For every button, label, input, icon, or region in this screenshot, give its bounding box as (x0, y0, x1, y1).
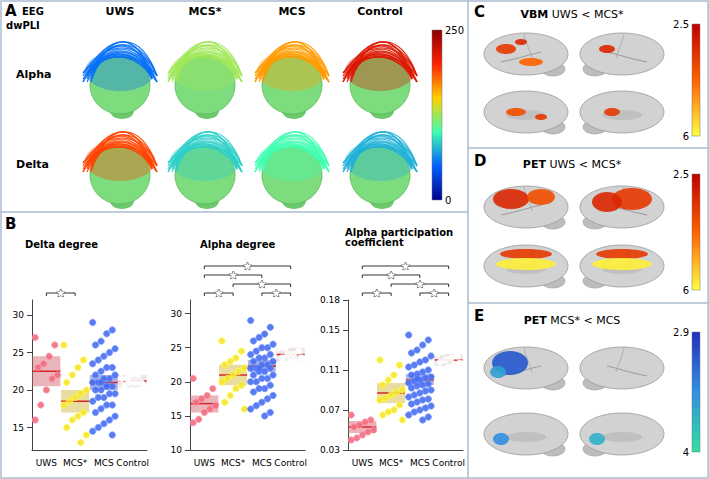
svg-text:★: ★ (429, 287, 439, 300)
svg-text:★: ★ (56, 287, 66, 300)
svg-text:C: C (474, 3, 485, 21)
svg-text:0.11: 0.11 (320, 365, 340, 375)
svg-text:UWS: UWS (352, 458, 373, 468)
svg-text:A: A (5, 2, 17, 20)
svg-text:PET: PET (524, 314, 548, 327)
svg-text:2.9: 2.9 (673, 327, 689, 338)
svg-text:15: 15 (171, 411, 182, 421)
svg-text:25: 25 (13, 348, 24, 358)
svg-text:★: ★ (243, 260, 253, 273)
svg-text:MCS*: MCS* (189, 5, 222, 18)
svg-text:UWS: UWS (36, 458, 57, 468)
svg-text:MCS*: MCS* (379, 458, 404, 468)
svg-text:4: 4 (683, 447, 689, 458)
svg-text:25: 25 (171, 343, 182, 353)
svg-text:dwPLI: dwPLI (6, 20, 40, 31)
svg-text:E: E (474, 307, 484, 325)
svg-text:250: 250 (445, 25, 464, 36)
svg-text:EEG: EEG (22, 6, 44, 17)
svg-text:MCS: MCS (94, 458, 114, 468)
svg-text:★: ★ (257, 278, 267, 291)
svg-text:Control: Control (274, 458, 307, 468)
svg-text:Alpha participation: Alpha participation (345, 226, 457, 238)
svg-text:UWS < MCS*: UWS < MCS* (546, 158, 622, 171)
svg-text:Alpha: Alpha (16, 68, 51, 81)
svg-text:MCS*: MCS* (63, 458, 88, 468)
svg-text:UWS < MCS*: UWS < MCS* (548, 8, 624, 21)
svg-text:★: ★ (401, 260, 411, 273)
svg-text:15: 15 (13, 423, 24, 433)
svg-text:Alpha degree: Alpha degree (200, 239, 275, 250)
svg-text:MCS*: MCS* (221, 458, 246, 468)
svg-text:6: 6 (683, 131, 689, 142)
svg-text:30: 30 (171, 309, 183, 319)
svg-text:★: ★ (415, 278, 425, 291)
svg-text:0.15: 0.15 (320, 325, 340, 335)
svg-text:coefficient: coefficient (345, 237, 404, 248)
svg-text:Control: Control (116, 458, 149, 468)
svg-text:B: B (5, 215, 16, 233)
svg-text:Control: Control (357, 5, 402, 18)
svg-text:0.07: 0.07 (320, 405, 340, 415)
svg-text:Delta degree: Delta degree (25, 239, 98, 250)
svg-text:VBM: VBM (520, 8, 548, 21)
svg-text:0: 0 (445, 195, 451, 206)
svg-text:30: 30 (13, 310, 25, 320)
svg-text:2.5: 2.5 (673, 19, 689, 30)
svg-text:0.03: 0.03 (320, 445, 340, 455)
svg-text:20: 20 (171, 377, 183, 387)
svg-text:20: 20 (13, 385, 25, 395)
svg-text:UWS: UWS (194, 458, 215, 468)
svg-text:★: ★ (386, 269, 396, 282)
svg-text:10: 10 (171, 445, 183, 455)
svg-text:Control: Control (432, 458, 465, 468)
svg-text:0.18: 0.18 (320, 295, 340, 305)
svg-text:6: 6 (683, 285, 689, 296)
svg-text:MCS: MCS (410, 458, 430, 468)
svg-text:★: ★ (271, 287, 281, 300)
svg-text:★: ★ (372, 287, 382, 300)
svg-text:MCS: MCS (278, 5, 305, 18)
svg-text:★: ★ (214, 287, 224, 300)
svg-text:★: ★ (228, 269, 238, 282)
svg-text:PET: PET (523, 158, 547, 171)
svg-text:Delta: Delta (16, 158, 49, 171)
svg-text:UWS: UWS (106, 5, 135, 18)
svg-text:MCS: MCS (252, 458, 272, 468)
svg-text:2.5: 2.5 (673, 169, 689, 180)
svg-text:D: D (474, 152, 486, 170)
svg-text:MCS* < MCS: MCS* < MCS (547, 314, 621, 327)
